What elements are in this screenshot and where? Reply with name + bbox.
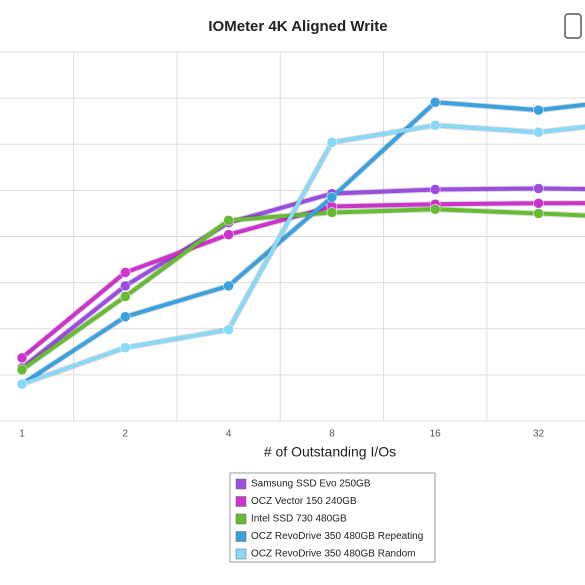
data-point <box>429 204 441 215</box>
data-point <box>533 198 544 209</box>
legend-swatch <box>235 496 247 507</box>
legend-swatch <box>235 478 247 490</box>
x-tick-label: 32 <box>533 429 545 440</box>
data-point <box>429 184 441 195</box>
legend-label: OCZ RevoDrive 350 480GB Random <box>251 549 416 560</box>
legend-box <box>229 472 436 563</box>
data-point <box>223 280 234 292</box>
data-point <box>223 229 234 240</box>
data-point <box>326 207 338 218</box>
data-point <box>120 267 131 278</box>
x-tick-label: 8 <box>329 429 335 440</box>
data-point <box>326 137 338 148</box>
data-point <box>120 311 131 323</box>
data-point <box>223 324 234 335</box>
legend-swatch <box>235 531 247 542</box>
data-point <box>326 192 338 203</box>
x-tick-label: 2 <box>123 429 129 440</box>
x-tick-label: 1 <box>19 429 25 440</box>
data-point <box>429 120 441 131</box>
data-point <box>120 291 131 302</box>
data-point <box>16 364 28 376</box>
legend-label: OCZ RevoDrive 350 480GB Repeating <box>251 531 423 542</box>
data-point <box>429 97 441 108</box>
x-tick-label: 16 <box>430 429 442 440</box>
data-point <box>533 208 544 219</box>
data-point <box>533 104 544 116</box>
legend-swatch <box>235 548 247 560</box>
data-point <box>16 378 28 390</box>
logo-icon <box>564 13 582 39</box>
legend-label: Intel SSD 730 480GB <box>251 514 347 525</box>
data-point <box>120 280 131 292</box>
x-axis-label: # of Outstanding I/Os <box>264 444 396 460</box>
legend-label: Samsung SSD Evo 250GB <box>251 479 371 490</box>
data-point <box>533 127 544 138</box>
data-point <box>223 215 234 226</box>
chart-title: IOMeter 4K Aligned Write <box>208 18 387 35</box>
data-point <box>16 352 28 364</box>
x-tick-label: 4 <box>226 429 232 440</box>
legend-swatch <box>235 513 247 525</box>
data-point <box>533 183 544 194</box>
data-point <box>120 342 131 353</box>
legend-label: OCZ Vector 150 240GB <box>251 496 357 507</box>
